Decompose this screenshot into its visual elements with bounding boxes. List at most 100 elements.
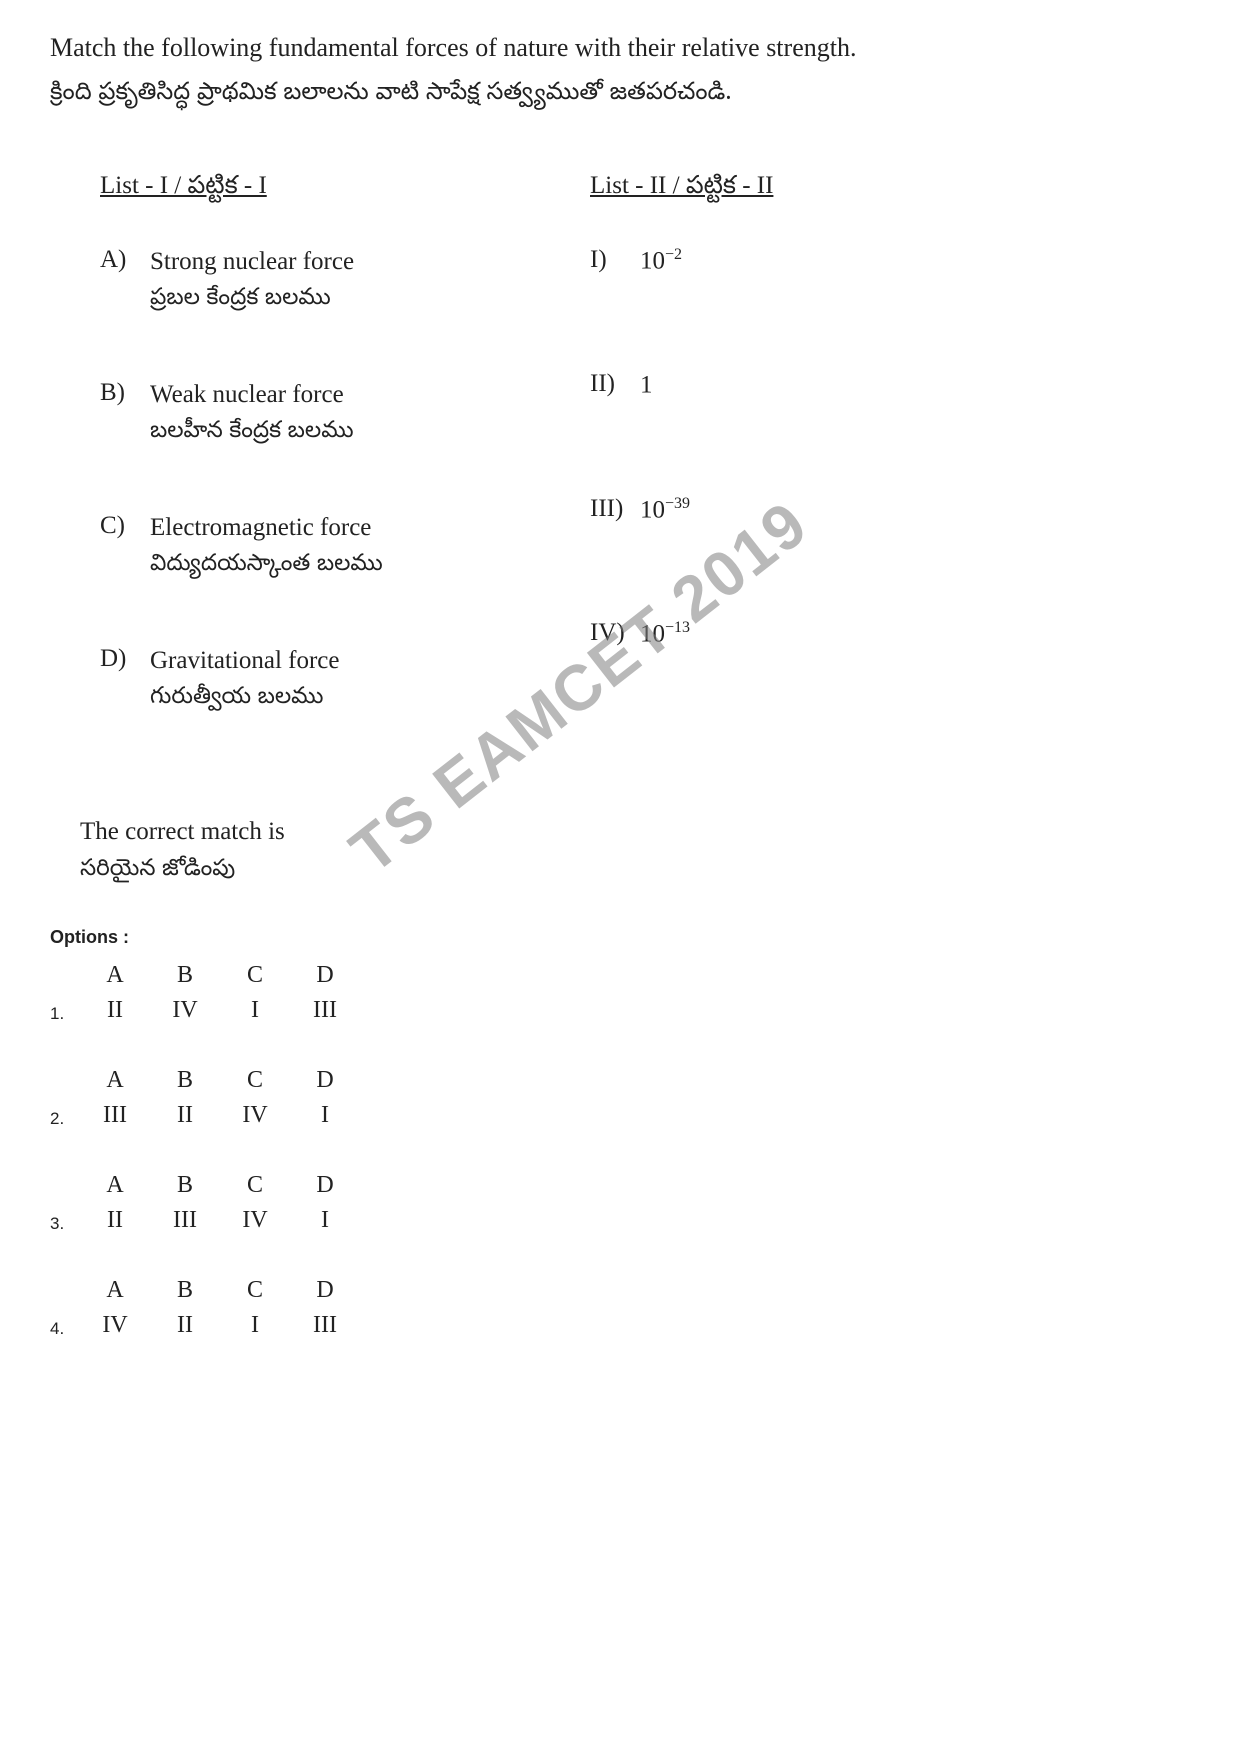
list-2-item-value: 10−39 — [640, 495, 690, 524]
table-row: A B C D — [80, 1273, 360, 1308]
option-cell: III — [80, 1098, 150, 1133]
option-cell: IV — [150, 993, 220, 1028]
option-cell: A — [80, 1273, 150, 1308]
question-text-english: Match the following fundamental forces o… — [50, 30, 1190, 66]
option-cell: C — [220, 1168, 290, 1203]
option-block: 3. A B C D II III IV I — [50, 1168, 1190, 1238]
option-number: 2. — [50, 1109, 80, 1133]
lists-container: List - I / పట్టిక - I A) Strong nuclear … — [50, 172, 1190, 778]
list-1-item-body: Electromagnetic force విద్యుదయస్కాంత బలమ… — [150, 512, 590, 585]
question-text-telugu: క్రింది ప్రకృతిసిద్ధ ప్రాథమిక బలాలను వాట… — [50, 78, 1190, 112]
correct-match-english: The correct match is — [80, 818, 1190, 846]
correct-match-telugu: సరియైన జోడింపు — [80, 856, 1190, 887]
option-cell: C — [220, 958, 290, 993]
option-block: 1. A B C D II IV I III — [50, 958, 1190, 1028]
value-base: 10 — [640, 247, 665, 274]
option-cell: IV — [80, 1308, 150, 1343]
list-1-item-label: A) — [100, 246, 150, 274]
option-cell: IV — [220, 1098, 290, 1133]
list-2-item: IV) 10−13 — [590, 619, 1090, 648]
option-cell: I — [290, 1203, 360, 1238]
value-base: 10 — [640, 496, 665, 523]
table-row: A B C D — [80, 1168, 360, 1203]
list-2-item: III) 10−39 — [590, 495, 1090, 524]
option-cell: IV — [220, 1203, 290, 1238]
option-number: 3. — [50, 1214, 80, 1238]
table-row: A B C D — [80, 1063, 360, 1098]
option-cell: III — [290, 993, 360, 1028]
option-cell: II — [80, 1203, 150, 1238]
option-cell: III — [290, 1308, 360, 1343]
list-2-item-value: 1 — [640, 370, 653, 399]
option-table: A B C D IV II I III — [80, 1273, 360, 1343]
list-1-item-english: Weak nuclear force — [150, 379, 590, 412]
list-2-item-label: I) — [590, 246, 640, 274]
option-block: 4. A B C D IV II I III — [50, 1273, 1190, 1343]
value-base: 10 — [640, 620, 665, 647]
option-cell: II — [80, 993, 150, 1028]
table-row: III II IV I — [80, 1098, 360, 1133]
list-1-item-english: Gravitational force — [150, 645, 590, 678]
option-cell: II — [150, 1308, 220, 1343]
option-table: A B C D III II IV I — [80, 1063, 360, 1133]
options-label: Options : — [50, 927, 1190, 948]
table-row: A B C D — [80, 958, 360, 993]
option-cell: B — [150, 1168, 220, 1203]
option-table: A B C D II III IV I — [80, 1168, 360, 1238]
correct-match-prompt: The correct match is సరియైన జోడింపు — [50, 818, 1190, 887]
value-base: 1 — [640, 372, 653, 399]
option-cell: I — [220, 993, 290, 1028]
list-1-item-body: Strong nuclear force ప్రబల కేంద్రక బలము — [150, 246, 590, 319]
option-cell: C — [220, 1063, 290, 1098]
option-cell: A — [80, 958, 150, 993]
option-cell: A — [80, 1063, 150, 1098]
option-cell: C — [220, 1273, 290, 1308]
list-1-header: List - I / పట్టిక - I — [100, 172, 590, 206]
value-exponent: −2 — [665, 246, 682, 263]
list-1-item: A) Strong nuclear force ప్రబల కేంద్రక బల… — [100, 246, 590, 319]
list-2-item-label: III) — [590, 495, 640, 523]
option-cell: III — [150, 1203, 220, 1238]
list-1-item-telugu: గురుత్వీయ బలము — [150, 683, 590, 718]
list-1-item-english: Electromagnetic force — [150, 512, 590, 545]
list-2-item-label: IV) — [590, 619, 640, 647]
table-row: II IV I III — [80, 993, 360, 1028]
list-1-item-body: Gravitational force గురుత్వీయ బలము — [150, 645, 590, 718]
list-1-item: D) Gravitational force గురుత్వీయ బలము — [100, 645, 590, 718]
table-row: IV II I III — [80, 1308, 360, 1343]
list-1-item-label: D) — [100, 645, 150, 673]
value-exponent: −39 — [665, 495, 690, 512]
option-cell: D — [290, 958, 360, 993]
list-1-column: List - I / పట్టిక - I A) Strong nuclear … — [50, 172, 590, 778]
option-cell: D — [290, 1273, 360, 1308]
option-number: 1. — [50, 1004, 80, 1028]
list-2-item: I) 10−2 — [590, 246, 1090, 275]
list-1-item-telugu: బలహీన కేంద్రక బలము — [150, 417, 590, 452]
option-cell: D — [290, 1168, 360, 1203]
list-1-item-telugu: ప్రబల కేంద్రక బలము — [150, 284, 590, 319]
list-1-item-label: B) — [100, 379, 150, 407]
option-block: 2. A B C D III II IV I — [50, 1063, 1190, 1133]
option-cell: D — [290, 1063, 360, 1098]
table-row: II III IV I — [80, 1203, 360, 1238]
exam-question-page: TS EAMCET 2019 Match the following funda… — [0, 0, 1240, 1755]
list-2-item-label: II) — [590, 370, 640, 398]
option-number: 4. — [50, 1319, 80, 1343]
list-1-item: C) Electromagnetic force విద్యుదయస్కాంత … — [100, 512, 590, 585]
list-1-item-telugu: విద్యుదయస్కాంత బలము — [150, 550, 590, 585]
list-1-item-body: Weak nuclear force బలహీన కేంద్రక బలము — [150, 379, 590, 452]
list-1-item-label: C) — [100, 512, 150, 540]
option-cell: B — [150, 1273, 220, 1308]
option-table: A B C D II IV I III — [80, 958, 360, 1028]
list-2-header: List - II / పట్టిక - II — [590, 172, 1090, 206]
list-2-item-value: 10−13 — [640, 619, 690, 648]
list-2-item-value: 10−2 — [640, 246, 682, 275]
list-1-item: B) Weak nuclear force బలహీన కేంద్రక బలము — [100, 379, 590, 452]
list-2-item: II) 1 — [590, 370, 1090, 399]
option-cell: I — [290, 1098, 360, 1133]
list-1-item-english: Strong nuclear force — [150, 246, 590, 279]
option-cell: B — [150, 958, 220, 993]
list-2-column: List - II / పట్టిక - II I) 10−2 II) 1 II… — [590, 172, 1090, 778]
option-cell: A — [80, 1168, 150, 1203]
option-cell: II — [150, 1098, 220, 1133]
